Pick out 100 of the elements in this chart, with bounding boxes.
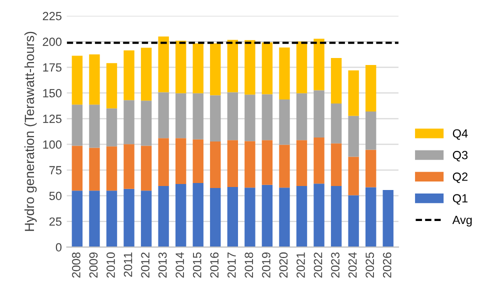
bar [72,104,83,146]
bar [175,40,186,94]
x-tick-label: 2018 [244,252,254,278]
bar [210,188,221,248]
bar [314,38,324,90]
bar [175,138,186,184]
x-tick-label: 2017 [227,252,236,278]
bar [244,188,256,248]
bar [314,90,324,138]
bar [227,92,238,140]
bar [279,100,290,145]
bar [89,54,100,105]
x-tick-label: 2009 [89,252,98,278]
bar [124,144,134,189]
bar [106,146,118,191]
x-tick-label: 2025 [366,252,374,278]
y-tick-label: 75 [49,166,62,174]
bar [365,112,376,150]
x-tick-label: 2010 [106,252,115,278]
bar [89,190,100,248]
bar [227,40,238,92]
bar [244,141,256,188]
bar [262,140,273,185]
x-tick-label: 2021 [296,252,305,278]
y-tick-label: 50 [49,192,62,200]
bar [330,143,342,186]
bar [210,43,221,96]
bar [158,186,169,248]
bar [227,140,238,187]
bar [296,93,308,140]
bar [192,182,204,248]
bar [296,140,308,186]
x-tick-label: 2008 [72,252,80,278]
x-tick-label: 2019 [262,252,270,278]
bar [314,137,324,184]
bar [89,148,100,191]
legend-label: Avg [452,216,472,226]
bar [244,40,256,95]
bar [140,48,152,101]
bar [330,104,342,144]
bar [72,146,83,191]
bar [279,47,290,100]
y-tick-label: 200 [42,38,62,46]
bar [296,41,308,94]
bar [192,93,204,140]
bar [158,92,169,138]
bar [279,144,290,188]
bar [72,190,83,248]
bar [124,188,134,248]
bar [262,184,273,248]
x-tick-label: 2024 [348,252,357,278]
y-tick-label: 175 [43,63,62,72]
bar [124,100,134,144]
bar [348,156,359,196]
bar [365,187,376,248]
x-tick-label: 2013 [158,252,167,278]
bar [382,190,394,248]
bar [175,93,186,138]
bar [140,146,152,191]
legend-label: Q2 [452,172,468,184]
bar [192,139,204,183]
x-tick-label: 2011 [124,252,132,277]
x-tick-label: 2020 [279,252,288,278]
legend-label: Q3 [452,150,468,162]
bar [124,50,134,100]
y-tick-label: 100 [43,140,62,149]
bar [330,186,342,248]
bar [192,43,204,94]
bar [106,63,118,108]
bar [244,94,256,142]
bar [262,94,273,140]
y-tick-label: 150 [43,88,62,98]
bar [348,195,359,248]
bar [262,42,273,94]
bar [106,190,118,248]
bar [210,95,221,142]
y-tick-label: 0 [56,243,62,252]
bar [314,184,324,248]
x-tick-label: 2016 [210,252,219,278]
bar [296,186,308,248]
bar [348,70,359,116]
legend-label: Q4 [452,129,468,140]
bar [365,65,376,112]
x-tick-label: 2022 [314,252,322,278]
x-tick-label: 2012 [141,252,150,278]
bar [140,100,152,146]
y-axis-title: Hydro generation (Terawatt-hours) [24,32,37,231]
x-tick-label: 2015 [192,252,202,278]
y-tick-label: 25 [49,217,62,226]
bar [72,56,83,105]
x-tick-label: 2026 [382,252,392,278]
bar [365,150,376,188]
bar [158,36,169,92]
y-tick-label: 225 [42,12,62,20]
y-tick-label: 125 [43,114,62,124]
x-tick-label: 2014 [176,252,184,278]
bar [140,190,152,248]
bar [175,184,186,248]
bar [330,58,342,104]
bar [279,188,290,248]
